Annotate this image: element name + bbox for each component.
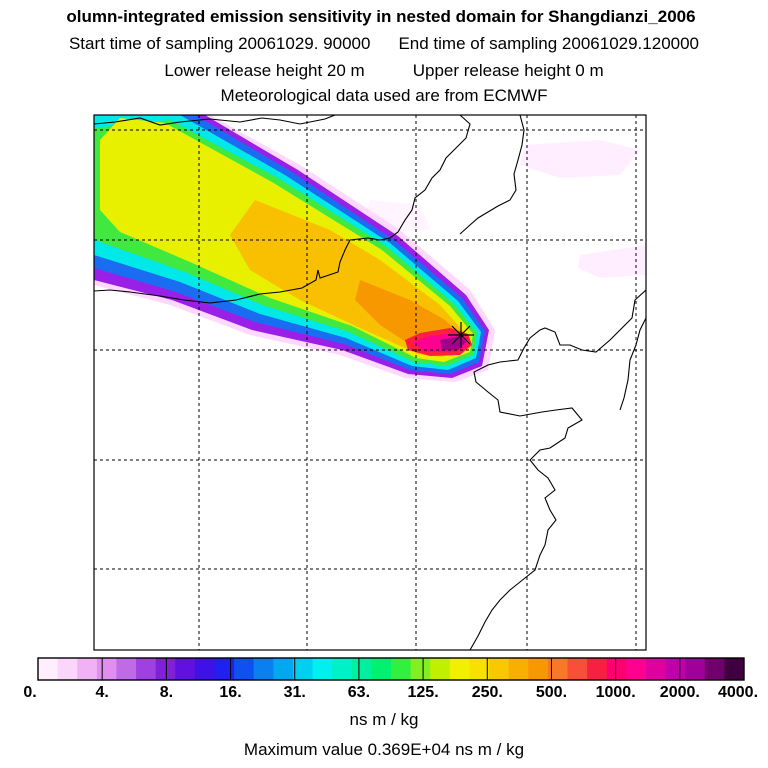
colorbar-tick-label: 8.: [159, 684, 174, 701]
colorbar-cell: [410, 658, 431, 680]
coastline-north-2: [94, 115, 471, 304]
colorbar-units-label: ns m / kg: [349, 710, 419, 729]
colorbar-cells: [38, 658, 745, 680]
colorbar-cell: [587, 658, 608, 680]
colorbar-cell: [645, 658, 667, 680]
colorbar-tick-label: 63.: [347, 684, 371, 701]
colorbar-tick-label: 1000.: [595, 684, 636, 701]
coastline-east: [459, 115, 525, 235]
colorbar-cell: [547, 658, 568, 680]
sampling-time-line: Start time of sampling 20061029. 90000 En…: [0, 34, 768, 54]
colorbar-cell: [175, 658, 196, 680]
colorbar-cell: [391, 658, 412, 680]
map-frame: [93, 114, 647, 651]
faint-patch: [520, 140, 640, 178]
lower-release-label: Lower release height 20 m: [164, 61, 365, 80]
colorbar-cell: [57, 658, 78, 680]
coastline-korea-east: [619, 317, 646, 411]
faint-patch: [578, 245, 646, 278]
colorbar-cell: [155, 658, 176, 680]
colorbar-cell: [724, 658, 745, 680]
colorbar-tick-label: 125.: [407, 684, 439, 701]
colorbar-cell: [606, 658, 627, 680]
colorbar-cell: [77, 658, 98, 680]
colorbar-tick-label: 2000.: [659, 684, 700, 701]
colorbar-cell: [430, 658, 451, 680]
colorbar-cell: [704, 658, 725, 680]
colorbar-cell: [273, 658, 294, 680]
colorbar-cell: [214, 658, 235, 680]
start-time-label: Start time of sampling 20061029. 90000: [68, 34, 371, 53]
colorbar-tick-label: 16.: [219, 684, 242, 701]
end-time-label: End time of sampling 20061029.120000: [398, 34, 700, 53]
graticule: [94, 115, 646, 650]
colorbar-cell: [489, 658, 510, 680]
colorbar-cell: [371, 658, 392, 680]
colorbar-cell: [116, 658, 137, 680]
station-marker-icon: [448, 322, 474, 348]
colorbar-cell: [96, 658, 117, 680]
colorbar-ticks: [101, 658, 681, 680]
colorbar-cell: [508, 658, 529, 680]
upper-release-label: Upper release height 0 m: [412, 61, 604, 80]
colorbar-cell: [253, 658, 274, 680]
colorbar-cell: [38, 658, 59, 680]
colorbar-cell: [469, 658, 490, 680]
colorbar-cell: [665, 658, 686, 680]
colorbar-cell: [351, 658, 372, 680]
colorbar-cell: [528, 658, 549, 680]
colorbar-tick-label: 0.: [23, 684, 37, 701]
colorbar-cell: [234, 658, 255, 680]
coastline-korea: [469, 289, 646, 650]
colorbar-cell: [332, 658, 353, 680]
colorbar-cell: [626, 658, 647, 680]
coastline-north: [94, 115, 336, 126]
colorbar-tick-label: 500.: [535, 684, 568, 701]
colorbar-cell: [136, 658, 157, 680]
colorbar-cell: [449, 658, 470, 680]
colorbar-cell: [312, 658, 333, 680]
colorbar-tick-label: 4000.: [717, 684, 759, 701]
release-height-line: Lower release height 20 m Upper release h…: [0, 61, 768, 81]
colorbar-cell: [567, 658, 588, 680]
colorbar-frame: [37, 657, 745, 681]
colorbar-tick-label: 250.: [471, 684, 503, 701]
colorbar-tick-label: 31.: [283, 684, 306, 701]
met-data-label: Meteorological data used are from ECMWF: [220, 86, 548, 105]
colorbar-cell: [194, 658, 215, 680]
coastline-layer: [94, 115, 646, 650]
maximum-value-label: Maximum value 0.369E+04 ns m / kg: [243, 740, 525, 759]
colorbar-tick-label: 4.: [95, 684, 109, 701]
colorbar-cell: [685, 658, 706, 680]
colorbar-cell: [292, 658, 314, 680]
plot-title: olumn-integrated emission sensitivity in…: [66, 7, 696, 26]
